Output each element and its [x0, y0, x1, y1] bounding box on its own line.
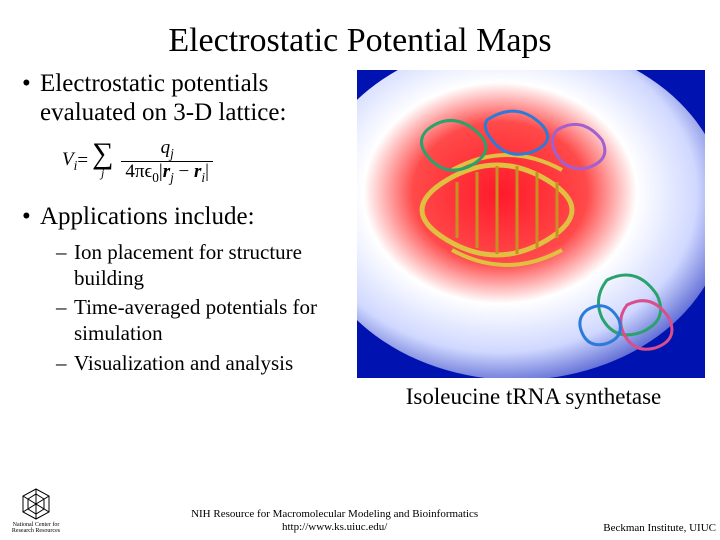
bullet-2: • Applications include:: [22, 203, 357, 232]
content-area: • Electrostatic potentials evaluated on …: [0, 70, 720, 410]
bullet-1: • Electrostatic potentials evaluated on …: [22, 70, 357, 128]
footer-url: http://www.ks.uiuc.edu/: [66, 521, 603, 534]
footer-logo-block: National Center for Research Resources: [6, 487, 66, 534]
footer-right: Beckman Institute, UIUC: [603, 522, 718, 534]
fraction: qj 4πϵ0|rj − ri|: [121, 138, 213, 186]
subbullet-2: – Time-averaged potentials for simulatio…: [56, 295, 357, 346]
subbullet-2-text: Time-averaged potentials for simulation: [74, 295, 357, 346]
frac-q: q: [161, 137, 171, 158]
subbullet-1: – Ion placement for structure building: [56, 240, 357, 291]
footer: National Center for Research Resources N…: [0, 487, 720, 536]
ncrr-logo-icon: [19, 487, 53, 521]
frac-minus: −: [174, 161, 194, 182]
logo-label: National Center for Research Resources: [6, 522, 66, 534]
sum-index: j: [101, 166, 104, 181]
formula-equals: =: [77, 150, 88, 172]
dash-icon: –: [56, 295, 74, 321]
subbullet-1-text: Ion placement for structure building: [74, 240, 357, 291]
bullet-dot-icon: •: [22, 70, 40, 99]
left-column: • Electrostatic potentials evaluated on …: [22, 70, 357, 410]
right-column: Isoleucine tRNA synthetase: [357, 70, 710, 410]
sum-icon: ∑ j: [92, 142, 113, 181]
subbullet-list: – Ion placement for structure building –…: [56, 240, 357, 376]
formula-block: Vi = ∑ j qj 4πϵ0|rj − ri|: [62, 138, 357, 186]
footer-center: NIH Resource for Macromolecular Modeling…: [66, 508, 603, 534]
bullet-1-text: Electrostatic potentials evaluated on 3-…: [40, 70, 357, 128]
bullet-2-text: Applications include:: [40, 203, 255, 232]
frac-eps0: 0: [152, 170, 159, 185]
frac-qj: j: [170, 145, 174, 160]
frac-4pe: 4πϵ: [125, 161, 152, 182]
frac-bar2: |: [205, 161, 209, 182]
figure-caption: Isoleucine tRNA synthetase: [357, 378, 710, 410]
potential-map-figure: [357, 70, 705, 378]
bullet-dot-icon: •: [22, 203, 40, 232]
slide-title: Electrostatic Potential Maps: [0, 0, 720, 70]
dash-icon: –: [56, 240, 74, 266]
subbullet-3-text: Visualization and analysis: [74, 351, 293, 377]
subbullet-3: – Visualization and analysis: [56, 351, 357, 377]
dash-icon: –: [56, 351, 74, 377]
formula-V: V: [62, 149, 74, 170]
frac-rj: r: [163, 161, 170, 182]
footer-org: NIH Resource for Macromolecular Modeling…: [66, 508, 603, 521]
